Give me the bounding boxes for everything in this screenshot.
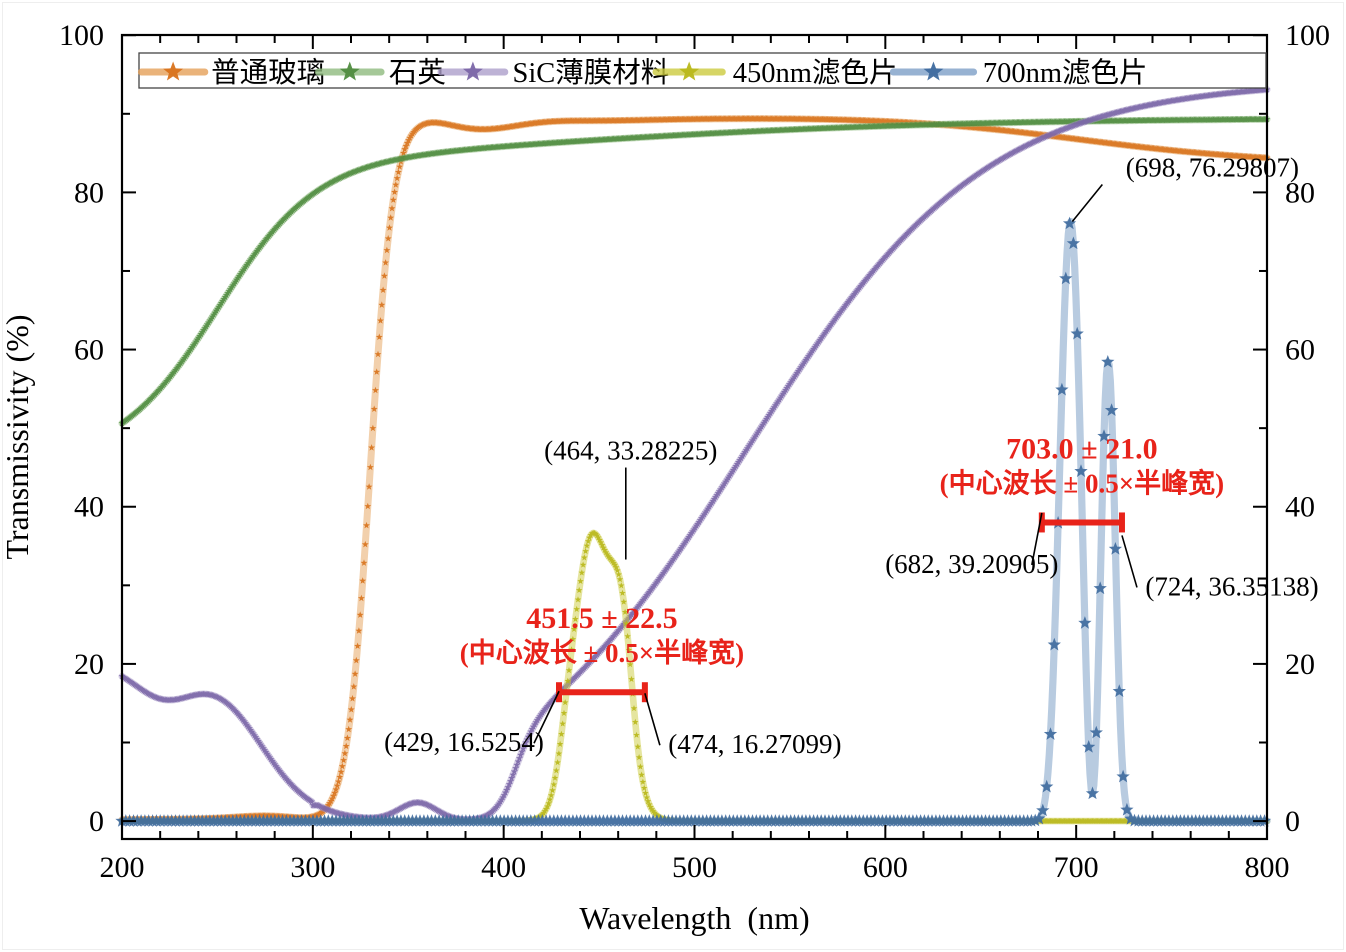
svg-text:普通玻璃: 普通玻璃 [211,57,325,89]
svg-text:800: 800 [1245,851,1290,884]
svg-text:703.0 ± 21.0: 703.0 ± 21.0 [1006,432,1157,465]
svg-text:450nm滤色片: 450nm滤色片 [733,57,898,89]
svg-text:0: 0 [1285,805,1300,838]
svg-text:451.5 ± 22.5: 451.5 ± 22.5 [526,602,677,635]
svg-text:Transmissivity (%): Transmissivity (%) [0,314,35,559]
svg-text:60: 60 [1285,334,1315,367]
svg-text:(中心波长 ± 0.5×半峰宽): (中心波长 ± 0.5×半峰宽) [940,467,1224,498]
svg-text:80: 80 [74,176,104,209]
svg-text:300: 300 [290,851,335,884]
svg-text:700nm滤色片: 700nm滤色片 [983,57,1148,89]
svg-text:(429, 16.5254): (429, 16.5254) [384,727,544,757]
svg-text:(474, 16.27099): (474, 16.27099) [668,729,841,759]
svg-text:200: 200 [100,851,145,884]
svg-text:100: 100 [1285,19,1330,52]
svg-text:Wavelength (nm): Wavelength (nm) [579,900,809,936]
svg-text:400: 400 [481,851,526,884]
svg-text:500: 500 [672,851,717,884]
svg-text:40: 40 [1285,491,1315,524]
svg-text:(464, 33.28225): (464, 33.28225) [544,436,717,466]
svg-text:石英: 石英 [389,57,446,89]
svg-text:100: 100 [59,19,104,52]
svg-text:SiC薄膜材料: SiC薄膜材料 [513,57,670,89]
svg-text:40: 40 [74,491,104,524]
svg-text:60: 60 [74,334,104,367]
svg-text:(724, 36.35138): (724, 36.35138) [1145,571,1318,601]
svg-text:700: 700 [1054,851,1099,884]
svg-text:(682, 39.20905): (682, 39.20905) [885,549,1058,579]
svg-text:20: 20 [1285,648,1315,681]
svg-text:(中心波长 ± 0.5×半峰宽): (中心波长 ± 0.5×半峰宽) [460,637,744,668]
svg-text:600: 600 [863,851,908,884]
svg-text:20: 20 [74,648,104,681]
svg-text:(698, 76.29807): (698, 76.29807) [1126,152,1299,182]
svg-text:0: 0 [89,805,104,838]
